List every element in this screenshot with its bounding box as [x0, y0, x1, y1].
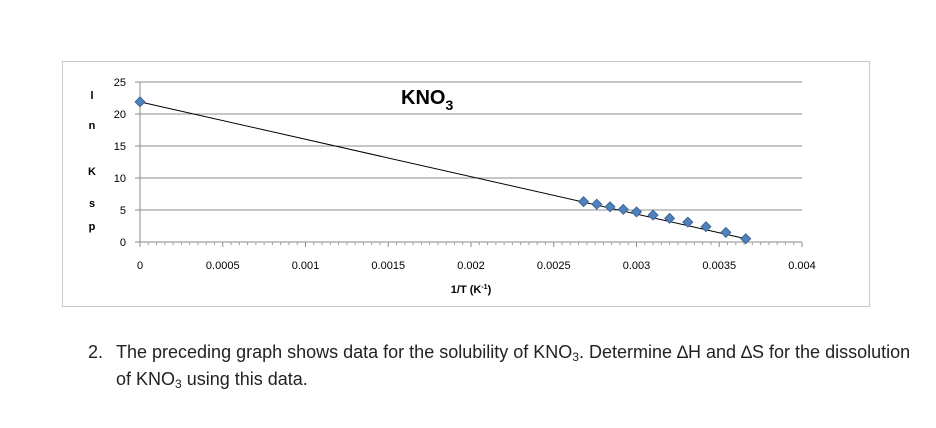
data-point-3 [604, 201, 616, 213]
y-axis-label-letter-1: n [89, 120, 96, 132]
x-tick-label-7: 0.0035 [702, 260, 736, 272]
x-tick-label-8: 0.004 [788, 260, 816, 272]
data-point-7 [664, 212, 676, 224]
y-axis-label-letter-0: l [90, 90, 93, 102]
chart-title-subscript: 3 [445, 97, 453, 113]
y-tick-label-0: 0 [120, 237, 126, 249]
y-tick-label-5: 25 [114, 77, 126, 89]
data-point-8 [682, 216, 694, 228]
data-point-10 [720, 226, 732, 238]
y-axis-label-letter-3: K [88, 166, 96, 178]
data-point-1 [577, 196, 590, 208]
chart-frame: 0 5 10 15 20 25 0 0.0005 0.001 0.0015 0.002 0.0025 0… [62, 61, 870, 307]
question-text-part-3: using this data. [181, 369, 308, 389]
x-axis-label-superscript: -1 [481, 284, 487, 291]
chart-title: KNO3 [401, 87, 453, 113]
question-subscript-1: 3 [572, 350, 579, 364]
question-text: The preceding graph shows data for the s… [116, 339, 926, 393]
x-tick-label-0: 0 [137, 260, 143, 272]
trendline [139, 101, 746, 240]
data-point-4 [617, 203, 629, 215]
data-point-11 [740, 233, 752, 245]
data-point-2 [591, 198, 603, 210]
y-tick-label-1: 5 [120, 205, 126, 217]
x-tick-label-1: 0.0005 [206, 260, 240, 272]
data-point-5 [630, 206, 643, 218]
data-point-9 [700, 221, 712, 233]
data-point-6 [647, 209, 659, 221]
question-text-part-1: The preceding graph shows data for the s… [116, 342, 573, 362]
question-text-part-2: . Determine ∆H and ∆S for the dissolutio… [116, 342, 911, 389]
x-axis-label: 1/T (K-1) [451, 284, 492, 296]
chart-svg: 0 5 10 15 20 25 0 0.0005 0.001 0.0015 0.002 0.0025 0… [88, 77, 816, 296]
x-axis-label-close: ) [488, 284, 492, 296]
y-tick-label-4: 20 [114, 109, 126, 121]
y-axis-label-letter-5: p [89, 221, 96, 233]
x-tick-label-2: 0.001 [292, 260, 320, 272]
x-tick-label-6: 0.003 [623, 260, 651, 272]
y-axis-label-letter-4: s [89, 198, 95, 210]
question-subscript-2: 3 [175, 377, 182, 391]
y-tick-label-3: 15 [114, 141, 126, 153]
question-number: 2. [88, 342, 104, 362]
x-tick-label-5: 0.0025 [537, 260, 571, 272]
data-point-0 [134, 96, 146, 108]
y-tick-label-2: 10 [114, 173, 126, 185]
x-tick-label-3: 0.0015 [371, 260, 405, 272]
x-tick-label-4: 0.002 [457, 260, 485, 272]
